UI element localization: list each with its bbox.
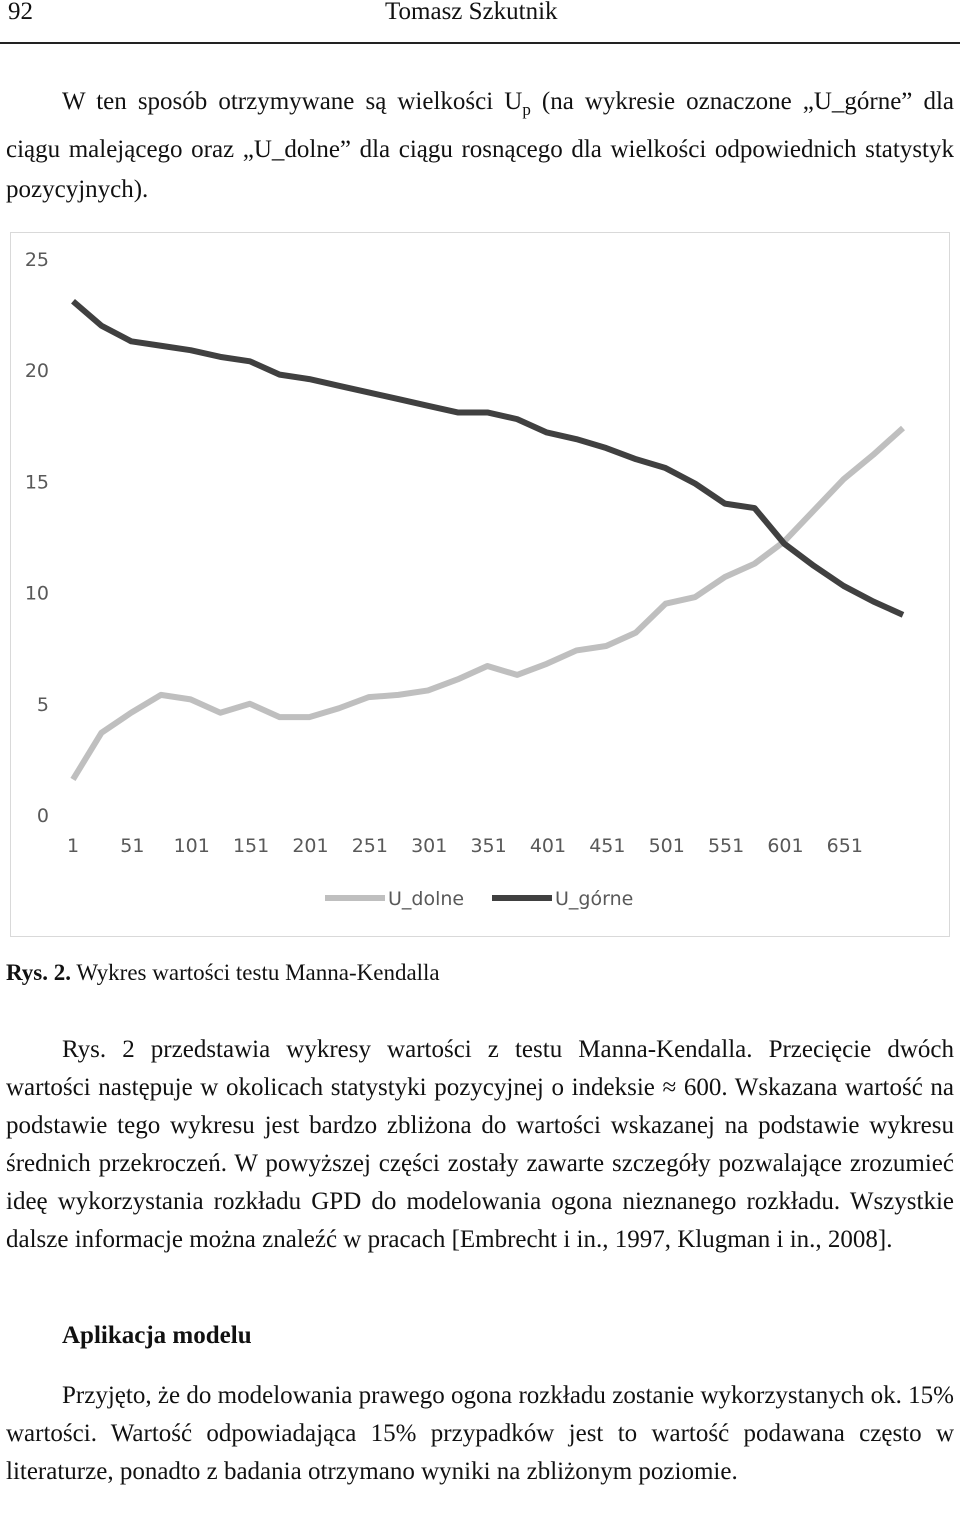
- x-tick-label: 1: [67, 835, 79, 857]
- x-tick-label: 201: [292, 835, 328, 857]
- chart-frame: [10, 232, 950, 937]
- legend-label: U_dolne: [388, 888, 464, 910]
- y-tick-label: 5: [37, 694, 49, 716]
- paragraph: Przyjęto, że do modelowania prawego ogon…: [6, 1382, 954, 1485]
- series-line: [70, 425, 906, 781]
- x-tick-label: 101: [174, 835, 210, 857]
- y-tick-label: 20: [25, 360, 49, 382]
- x-tick-label: 401: [530, 835, 566, 857]
- y-tick-label: 10: [25, 583, 49, 605]
- x-tick-label: 251: [352, 835, 388, 857]
- y-tick-label: 25: [25, 249, 49, 271]
- header-rule: [0, 42, 960, 44]
- x-tick-label: 451: [589, 835, 625, 857]
- series-line: [71, 298, 905, 618]
- x-tick-label: 501: [649, 835, 685, 857]
- x-tick-label: 301: [411, 835, 447, 857]
- x-tick-label: 51: [120, 835, 144, 857]
- running-head: Tomasz Szkutnik: [385, 0, 558, 25]
- page-number: 92: [8, 0, 33, 25]
- legend-label: U_górne: [555, 888, 633, 910]
- y-tick-label: 15: [25, 471, 49, 493]
- x-tick-label: 551: [708, 835, 744, 857]
- caption: Rys. 2. Wykres wartości testu Manna-Kend…: [6, 960, 440, 986]
- text: W ten sposób otrzymywane są wielkości U: [62, 88, 523, 115]
- paragraph: W ten sposób otrzymywane są wielkości Up…: [6, 82, 954, 210]
- paragraph: Rys. 2 przedstawia wykresy wartości z te…: [6, 1036, 954, 1253]
- x-tick-label: 601: [767, 835, 803, 857]
- y-tick-label: 0: [37, 805, 49, 827]
- x-tick-label: 151: [233, 835, 269, 857]
- caption-text: Wykres wartości testu Manna-Kendalla: [71, 960, 440, 985]
- section-heading: Aplikacja modelu: [62, 1322, 252, 1349]
- x-tick-label: 351: [470, 835, 506, 857]
- text: (na wykresie oznaczone „U_górne” dla cią…: [6, 88, 955, 203]
- x-tick-label: 651: [827, 835, 863, 857]
- caption-label: Rys. 2.: [6, 960, 72, 985]
- subscript: p: [522, 100, 531, 119]
